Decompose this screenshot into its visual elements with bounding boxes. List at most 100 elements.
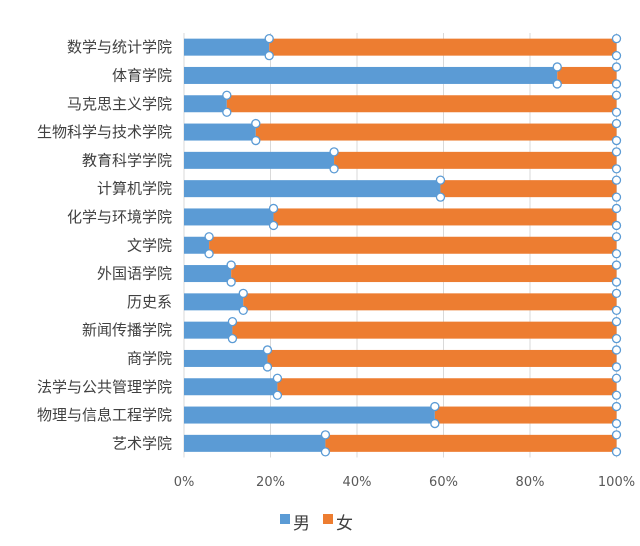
bar-male <box>184 180 441 198</box>
category-label: 外国语学院 <box>97 265 172 283</box>
legend-swatch-male <box>280 514 290 524</box>
selection-handle <box>262 362 273 372</box>
selection-handle <box>611 147 622 157</box>
selection-handle <box>227 316 238 327</box>
selection-handle <box>222 107 232 117</box>
selection-handle <box>611 288 622 299</box>
bar-male <box>184 236 210 254</box>
selection-handle <box>222 90 232 100</box>
selection-handle <box>552 62 562 72</box>
selection-handle <box>226 260 236 270</box>
bar-female <box>255 123 617 141</box>
bar-female <box>269 38 617 56</box>
bar-male <box>184 406 435 424</box>
selection-handle <box>611 220 622 231</box>
selection-handle <box>611 345 622 355</box>
category-label: 马克思主义学院 <box>67 95 172 113</box>
category-label: 物理与信息工程学院 <box>37 406 172 424</box>
selection-handle <box>251 118 261 129</box>
bar-male <box>184 293 244 311</box>
selection-handle <box>611 260 622 270</box>
category-label: 化学与环境学院 <box>67 208 172 226</box>
selection-handle <box>611 118 622 129</box>
selection-handle <box>611 192 622 202</box>
selection-handle <box>268 220 279 231</box>
selection-handle <box>611 79 622 89</box>
category-label: 法学与公共管理学院 <box>37 378 172 396</box>
selection-handle <box>611 107 622 117</box>
selection-handle <box>611 90 622 100</box>
selection-handle <box>611 362 622 372</box>
selection-handle <box>204 232 214 242</box>
bar-female <box>434 406 617 424</box>
selection-handle <box>552 79 562 89</box>
selection-handle <box>272 373 283 383</box>
selection-handle <box>611 390 622 400</box>
x-tick-label: 80% <box>516 475 545 490</box>
selection-handle <box>611 232 622 242</box>
legend-label-female: 女 <box>336 514 353 534</box>
bar-female <box>334 151 617 169</box>
selection-handle <box>272 390 283 400</box>
selection-handle <box>611 447 622 457</box>
selection-handle <box>611 249 622 259</box>
bar-male <box>184 66 558 84</box>
selection-handle <box>262 345 273 355</box>
bar-male <box>184 349 268 367</box>
category-label: 教育科学学院 <box>82 151 172 169</box>
x-tick-label: 40% <box>343 475 372 490</box>
x-tick-label: 20% <box>256 475 285 490</box>
selection-handle <box>611 51 622 61</box>
selection-handle <box>611 277 622 287</box>
selection-handle <box>251 135 261 146</box>
bar-female <box>267 349 617 367</box>
category-label: 生物科学与技术学院 <box>37 123 172 141</box>
selection-handle <box>611 430 622 440</box>
selection-handle <box>611 418 622 429</box>
selection-handle <box>611 203 622 214</box>
selection-handle <box>227 333 238 344</box>
category-label: 新闻传播学院 <box>82 321 172 339</box>
selection-handle <box>611 333 622 344</box>
category-label: 历史系 <box>127 293 172 311</box>
selection-handle <box>238 288 248 299</box>
x-tick-label: 60% <box>429 475 458 490</box>
legend-label-male: 男 <box>293 514 310 534</box>
selection-handle <box>264 34 274 44</box>
selection-handle <box>430 418 440 429</box>
bar-female <box>325 434 617 452</box>
selection-handle <box>435 192 446 202</box>
bar-male <box>184 123 256 141</box>
selection-handle <box>238 305 248 316</box>
bar-female <box>273 208 617 226</box>
x-tick-label: 100% <box>598 475 635 490</box>
selection-handle <box>611 373 622 383</box>
category-label: 文学院 <box>127 236 172 254</box>
category-label: 艺术学院 <box>112 434 172 452</box>
category-label: 体育学院 <box>112 66 172 84</box>
bar-female <box>277 378 617 396</box>
legend: 男 女 <box>280 514 353 534</box>
category-label: 商学院 <box>127 349 172 367</box>
selection-handle <box>320 430 331 440</box>
selection-handle <box>226 277 236 287</box>
selection-handle <box>320 447 331 457</box>
selection-handle <box>430 401 440 412</box>
bar-male <box>184 95 227 113</box>
selection-handle <box>611 316 622 327</box>
bar-female <box>209 236 617 254</box>
bar-female <box>226 95 617 113</box>
selection-handle <box>204 249 214 259</box>
x-tick-label: 0% <box>174 475 195 490</box>
bar-female <box>440 180 617 198</box>
bar-female <box>231 265 617 283</box>
x-axis-ticks: 0% 20% 40% 60% 80% 100% <box>174 475 635 490</box>
bar-male <box>184 378 278 396</box>
bar-male <box>184 265 232 283</box>
bar-male <box>184 208 274 226</box>
selection-handle <box>611 164 622 174</box>
category-label: 数学与统计学院 <box>67 38 172 56</box>
bar-male <box>184 151 335 169</box>
selection-handle <box>611 135 622 146</box>
